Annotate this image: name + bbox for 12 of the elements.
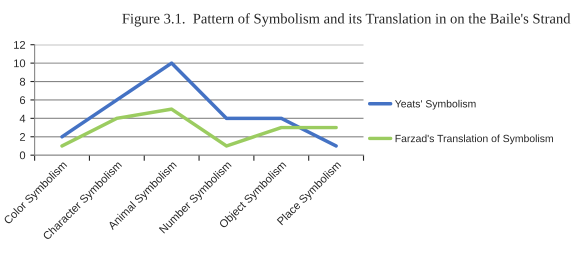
y-tick-label: 2 bbox=[20, 133, 26, 141]
y-tick-label: 10 bbox=[14, 59, 26, 68]
y-tick-label: 4 bbox=[20, 114, 26, 122]
chart-title: Figure 3.1. Pattern of Symbolism and its Translation in on the Baile's Strand bbox=[122, 13, 570, 27]
legend-label: Farzad's Translation of Symbolism bbox=[396, 134, 553, 144]
y-tick-label: 8 bbox=[20, 78, 26, 86]
y-tick-label: 6 bbox=[20, 96, 26, 104]
y-tick-label: 0 bbox=[20, 151, 26, 160]
line-series bbox=[60, 61, 338, 148]
legend-label: Yeats' Symbolism bbox=[394, 100, 476, 110]
y-tick-label: 12 bbox=[14, 40, 26, 49]
line-series bbox=[60, 107, 338, 148]
